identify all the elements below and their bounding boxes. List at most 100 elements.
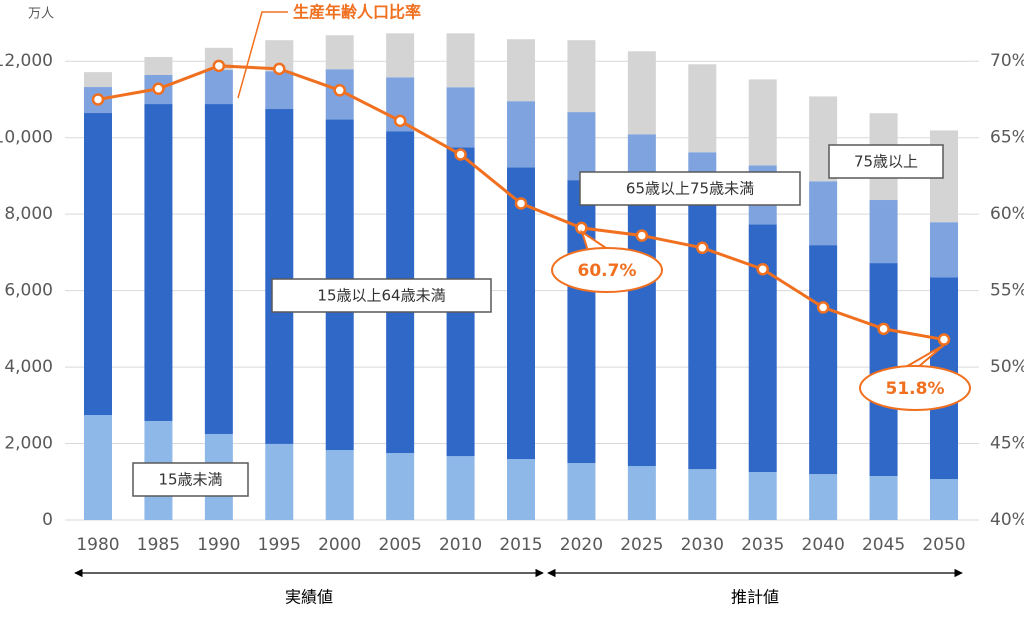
bar-segment bbox=[748, 79, 777, 166]
bar-segment bbox=[809, 474, 838, 520]
y2-tick-label: 55% bbox=[990, 281, 1024, 301]
ratio-point bbox=[393, 114, 407, 128]
ratio-point bbox=[514, 197, 528, 210]
callout-label: 60.7% bbox=[578, 261, 637, 281]
bar-segment bbox=[567, 463, 596, 520]
y2-tick-label: 70% bbox=[990, 51, 1024, 71]
period-label: 推計値 bbox=[731, 588, 779, 607]
bar-segment bbox=[688, 200, 717, 470]
segment-label: 15歳未満 bbox=[158, 471, 222, 489]
ratio-point bbox=[877, 322, 890, 336]
bar-segment bbox=[265, 109, 294, 444]
ratio-point bbox=[152, 82, 165, 96]
x-tick-label: 2030 bbox=[681, 535, 724, 555]
x-tick-label: 2035 bbox=[741, 535, 784, 555]
bar-segment bbox=[84, 72, 112, 88]
bar-segment bbox=[567, 40, 596, 113]
bar-segment bbox=[507, 459, 535, 520]
y-axis-unit: 万人 bbox=[28, 7, 54, 22]
bar-segment bbox=[748, 472, 777, 520]
bar-segment bbox=[809, 181, 838, 246]
ratio-point bbox=[816, 301, 830, 314]
bar-segment bbox=[507, 101, 535, 168]
x-tick-label: 2010 bbox=[439, 535, 482, 555]
ratio-point bbox=[454, 148, 467, 161]
y-tick-label: 4,000 bbox=[4, 357, 53, 377]
bar-segment bbox=[144, 104, 173, 421]
segment-label-box bbox=[579, 171, 801, 206]
bar-segment bbox=[446, 456, 475, 520]
bar-segment bbox=[688, 64, 717, 153]
bar-segment bbox=[265, 443, 294, 520]
y2-tick-label: 60% bbox=[990, 204, 1024, 224]
y2-tick-label: 45% bbox=[990, 434, 1024, 454]
x-tick-label: 2040 bbox=[802, 535, 845, 555]
x-tick-label: 2015 bbox=[499, 535, 542, 555]
segment-label: 75歳以上 bbox=[854, 153, 918, 171]
x-tick-label: 2005 bbox=[379, 535, 422, 555]
bar-segment bbox=[869, 200, 898, 264]
ratio-point bbox=[937, 333, 951, 346]
y-tick-label: 8,000 bbox=[4, 204, 53, 224]
title-leader bbox=[237, 11, 288, 99]
ratio-point bbox=[273, 62, 286, 76]
ratio-point bbox=[91, 93, 105, 106]
bar-segment bbox=[627, 466, 656, 520]
x-tick-label: 1985 bbox=[137, 535, 180, 555]
x-tick-label: 1980 bbox=[76, 535, 119, 555]
bar-segment bbox=[265, 71, 294, 110]
ratio-point bbox=[756, 262, 769, 276]
bar-segment bbox=[144, 57, 173, 75]
callout-label: 51.8% bbox=[886, 379, 945, 399]
callout-bubble bbox=[859, 365, 971, 411]
bar-segment bbox=[204, 47, 233, 71]
segment-label: 15歳以上64歳未満 bbox=[317, 287, 445, 305]
x-tick-label: 1990 bbox=[197, 535, 240, 555]
ratio-point bbox=[212, 59, 226, 73]
segment-label-box bbox=[271, 278, 492, 313]
bar-segment bbox=[507, 39, 535, 102]
x-tick-label: 2025 bbox=[620, 535, 663, 555]
segment-label-box bbox=[828, 144, 944, 179]
bar-segment bbox=[386, 453, 415, 520]
bar-segment bbox=[688, 469, 717, 520]
x-tick-label: 2020 bbox=[560, 535, 603, 555]
bar-segment bbox=[567, 112, 596, 181]
series-title: 生産年齢人口比率 bbox=[293, 3, 421, 22]
y-tick-label: 0 bbox=[42, 510, 53, 530]
x-tick-label: 2050 bbox=[922, 535, 965, 555]
ratio-point bbox=[635, 229, 649, 242]
bar-segment bbox=[446, 33, 475, 88]
bar-segment bbox=[627, 51, 656, 135]
x-tick-label: 2045 bbox=[862, 535, 905, 555]
period-label: 実績値 bbox=[285, 588, 333, 607]
bar-segment bbox=[446, 87, 475, 148]
bar-segment bbox=[325, 35, 354, 70]
y2-tick-label: 50% bbox=[990, 357, 1024, 377]
bar-segment bbox=[204, 104, 233, 434]
bar-segment bbox=[204, 70, 233, 105]
bar-segment bbox=[507, 167, 535, 460]
callout-bubble bbox=[551, 247, 663, 293]
ratio-point bbox=[333, 84, 346, 97]
bar-segment bbox=[748, 224, 777, 473]
y-tick-label: 12,000 bbox=[0, 51, 53, 71]
y-tick-label: 6,000 bbox=[4, 281, 53, 301]
bar-segment bbox=[386, 33, 415, 78]
y-tick-label: 10,000 bbox=[0, 128, 53, 148]
bar-segment bbox=[809, 245, 838, 475]
y2-tick-label: 40% bbox=[990, 510, 1024, 530]
bar-segment bbox=[84, 113, 112, 416]
bar-segment bbox=[930, 222, 958, 278]
bar-segment bbox=[869, 476, 898, 520]
segment-label: 65歳以上75歳未満 bbox=[626, 180, 754, 198]
x-tick-label: 2000 bbox=[318, 535, 361, 555]
segment-label-box bbox=[132, 462, 249, 497]
y-tick-label: 2,000 bbox=[4, 434, 53, 454]
bar-segment bbox=[930, 479, 958, 520]
x-tick-label: 1995 bbox=[258, 535, 301, 555]
bar-segment bbox=[325, 450, 354, 520]
bar-segment bbox=[84, 415, 112, 520]
ratio-point bbox=[696, 241, 709, 255]
